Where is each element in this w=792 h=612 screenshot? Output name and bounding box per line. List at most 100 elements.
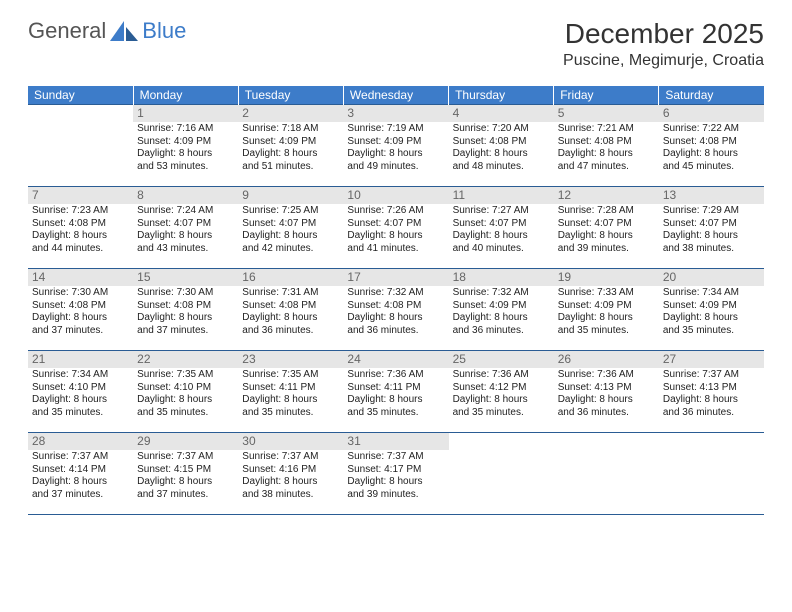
sunrise-text: Sunrise: 7:21 AM: [558, 123, 655, 136]
daylight-text: Daylight: 8 hours: [558, 230, 655, 243]
day-body: Sunrise: 7:37 AMSunset: 4:15 PMDaylight:…: [133, 451, 238, 503]
calendar-day-cell: 27Sunrise: 7:37 AMSunset: 4:13 PMDayligh…: [659, 351, 764, 433]
daylight-text: Daylight: 8 hours: [453, 312, 550, 325]
day-body: Sunrise: 7:35 AMSunset: 4:11 PMDaylight:…: [238, 369, 343, 421]
daylight-text: Daylight: 8 hours: [32, 230, 129, 243]
day-body: Sunrise: 7:37 AMSunset: 4:16 PMDaylight:…: [238, 451, 343, 503]
calendar-day-cell: [659, 433, 764, 515]
day-number: 9: [238, 187, 343, 204]
day-body: Sunrise: 7:30 AMSunset: 4:08 PMDaylight:…: [133, 287, 238, 339]
day-body: Sunrise: 7:35 AMSunset: 4:10 PMDaylight:…: [133, 369, 238, 421]
weekday-header: Friday: [554, 86, 659, 105]
sunset-text: Sunset: 4:12 PM: [453, 382, 550, 395]
day-number: 23: [238, 351, 343, 368]
calendar-day-cell: 24Sunrise: 7:36 AMSunset: 4:11 PMDayligh…: [343, 351, 448, 433]
day-body: Sunrise: 7:37 AMSunset: 4:14 PMDaylight:…: [28, 451, 133, 503]
day-body: Sunrise: 7:36 AMSunset: 4:13 PMDaylight:…: [554, 369, 659, 421]
sunset-text: Sunset: 4:15 PM: [137, 464, 234, 477]
day-body: Sunrise: 7:24 AMSunset: 4:07 PMDaylight:…: [133, 205, 238, 257]
sunset-text: Sunset: 4:07 PM: [453, 218, 550, 231]
day-number: 13: [659, 187, 764, 204]
sunrise-text: Sunrise: 7:35 AM: [137, 369, 234, 382]
daylight-text: Daylight: 8 hours: [347, 148, 444, 161]
month-title: December 2025: [563, 18, 764, 50]
day-number: 11: [449, 187, 554, 204]
daylight-text: and 35 minutes.: [453, 407, 550, 420]
daylight-text: Daylight: 8 hours: [347, 230, 444, 243]
day-body: Sunrise: 7:22 AMSunset: 4:08 PMDaylight:…: [659, 123, 764, 175]
sunrise-text: Sunrise: 7:37 AM: [663, 369, 760, 382]
daylight-text: and 36 minutes.: [347, 325, 444, 338]
calendar-day-cell: 10Sunrise: 7:26 AMSunset: 4:07 PMDayligh…: [343, 187, 448, 269]
sunrise-text: Sunrise: 7:30 AM: [32, 287, 129, 300]
day-number: 12: [554, 187, 659, 204]
calendar-week-row: 21Sunrise: 7:34 AMSunset: 4:10 PMDayligh…: [28, 351, 764, 433]
day-body: Sunrise: 7:19 AMSunset: 4:09 PMDaylight:…: [343, 123, 448, 175]
day-number: 29: [133, 433, 238, 450]
day-number: 6: [659, 105, 764, 122]
calendar-day-cell: 21Sunrise: 7:34 AMSunset: 4:10 PMDayligh…: [28, 351, 133, 433]
day-body: Sunrise: 7:20 AMSunset: 4:08 PMDaylight:…: [449, 123, 554, 175]
calendar-day-cell: 19Sunrise: 7:33 AMSunset: 4:09 PMDayligh…: [554, 269, 659, 351]
sunrise-text: Sunrise: 7:25 AM: [242, 205, 339, 218]
daylight-text: and 53 minutes.: [137, 161, 234, 174]
daylight-text: and 38 minutes.: [242, 489, 339, 502]
calendar-day-cell: 30Sunrise: 7:37 AMSunset: 4:16 PMDayligh…: [238, 433, 343, 515]
weekday-header-row: Sunday Monday Tuesday Wednesday Thursday…: [28, 86, 764, 105]
calendar-day-cell: 5Sunrise: 7:21 AMSunset: 4:08 PMDaylight…: [554, 105, 659, 187]
daylight-text: Daylight: 8 hours: [347, 394, 444, 407]
weekday-header: Tuesday: [238, 86, 343, 105]
sunrise-text: Sunrise: 7:35 AM: [242, 369, 339, 382]
daylight-text: Daylight: 8 hours: [663, 312, 760, 325]
daylight-text: and 48 minutes.: [453, 161, 550, 174]
calendar-day-cell: 8Sunrise: 7:24 AMSunset: 4:07 PMDaylight…: [133, 187, 238, 269]
weekday-header: Monday: [133, 86, 238, 105]
calendar-day-cell: 12Sunrise: 7:28 AMSunset: 4:07 PMDayligh…: [554, 187, 659, 269]
day-number: 4: [449, 105, 554, 122]
sunset-text: Sunset: 4:13 PM: [558, 382, 655, 395]
calendar-day-cell: 17Sunrise: 7:32 AMSunset: 4:08 PMDayligh…: [343, 269, 448, 351]
daylight-text: Daylight: 8 hours: [558, 148, 655, 161]
calendar-day-cell: 3Sunrise: 7:19 AMSunset: 4:09 PMDaylight…: [343, 105, 448, 187]
header: General Blue December 2025 Puscine, Megi…: [0, 0, 792, 78]
calendar-day-cell: [554, 433, 659, 515]
daylight-text: and 39 minutes.: [558, 243, 655, 256]
day-number: 27: [659, 351, 764, 368]
sunset-text: Sunset: 4:09 PM: [558, 300, 655, 313]
calendar-week-row: 28Sunrise: 7:37 AMSunset: 4:14 PMDayligh…: [28, 433, 764, 515]
daylight-text: Daylight: 8 hours: [453, 148, 550, 161]
location-text: Puscine, Megimurje, Croatia: [563, 52, 764, 70]
day-number: 1: [133, 105, 238, 122]
day-body: Sunrise: 7:32 AMSunset: 4:09 PMDaylight:…: [449, 287, 554, 339]
day-number: 15: [133, 269, 238, 286]
calendar-day-cell: 15Sunrise: 7:30 AMSunset: 4:08 PMDayligh…: [133, 269, 238, 351]
daylight-text: Daylight: 8 hours: [137, 476, 234, 489]
sunset-text: Sunset: 4:10 PM: [32, 382, 129, 395]
sunset-text: Sunset: 4:08 PM: [558, 136, 655, 149]
sunset-text: Sunset: 4:09 PM: [137, 136, 234, 149]
calendar-week-row: 14Sunrise: 7:30 AMSunset: 4:08 PMDayligh…: [28, 269, 764, 351]
daylight-text: Daylight: 8 hours: [347, 312, 444, 325]
calendar-day-cell: 13Sunrise: 7:29 AMSunset: 4:07 PMDayligh…: [659, 187, 764, 269]
calendar-day-cell: 26Sunrise: 7:36 AMSunset: 4:13 PMDayligh…: [554, 351, 659, 433]
day-number: 30: [238, 433, 343, 450]
daylight-text: and 35 minutes.: [663, 325, 760, 338]
sunset-text: Sunset: 4:08 PM: [347, 300, 444, 313]
sunrise-text: Sunrise: 7:33 AM: [558, 287, 655, 300]
daylight-text: and 37 minutes.: [137, 325, 234, 338]
day-number: 18: [449, 269, 554, 286]
calendar-body: 1Sunrise: 7:16 AMSunset: 4:09 PMDaylight…: [28, 105, 764, 515]
sunset-text: Sunset: 4:07 PM: [137, 218, 234, 231]
sunset-text: Sunset: 4:08 PM: [242, 300, 339, 313]
sunrise-text: Sunrise: 7:16 AM: [137, 123, 234, 136]
daylight-text: Daylight: 8 hours: [32, 312, 129, 325]
sunrise-text: Sunrise: 7:37 AM: [137, 451, 234, 464]
sunrise-text: Sunrise: 7:32 AM: [453, 287, 550, 300]
daylight-text: and 36 minutes.: [558, 407, 655, 420]
sunrise-text: Sunrise: 7:24 AM: [137, 205, 234, 218]
daylight-text: Daylight: 8 hours: [663, 394, 760, 407]
daylight-text: Daylight: 8 hours: [137, 312, 234, 325]
daylight-text: Daylight: 8 hours: [242, 312, 339, 325]
sunset-text: Sunset: 4:08 PM: [32, 218, 129, 231]
sunrise-text: Sunrise: 7:34 AM: [663, 287, 760, 300]
